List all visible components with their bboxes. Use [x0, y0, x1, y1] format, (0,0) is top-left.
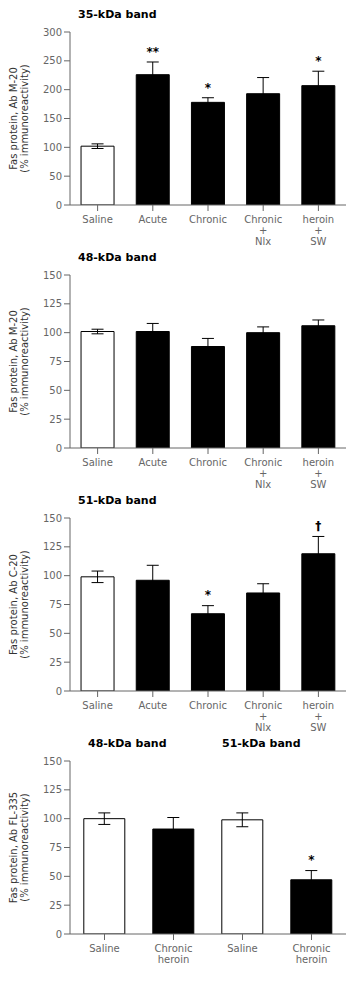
- svg-text:125: 125: [43, 298, 62, 309]
- svg-text:*: *: [205, 81, 212, 95]
- svg-text:Fas protein, Ab M-20(% immunor: Fas protein, Ab M-20(% immunoreactivity): [8, 64, 30, 173]
- svg-text:Saline: Saline: [82, 214, 113, 225]
- svg-text:Fas protein, Ab C-20(% immunor: Fas protein, Ab C-20(% immunoreactivity): [8, 550, 30, 659]
- svg-text:Saline: Saline: [227, 943, 258, 954]
- svg-text:Chronic+Nlx: Chronic+Nlx: [244, 457, 282, 490]
- svg-text:100: 100: [43, 327, 62, 338]
- svg-text:50: 50: [49, 628, 62, 639]
- svg-text:200: 200: [43, 84, 62, 95]
- svg-text:150: 150: [43, 113, 62, 124]
- svg-text:Chronicheroin: Chronicheroin: [155, 943, 193, 965]
- svg-text:heroin+SW: heroin+SW: [303, 700, 335, 733]
- html-text:51-kDa band: 51-kDa band: [222, 737, 301, 750]
- svg-text:100: 100: [43, 813, 62, 824]
- svg-text:25: 25: [49, 900, 62, 911]
- svg-text:*: *: [205, 588, 212, 602]
- svg-text:Chronic: Chronic: [189, 700, 227, 711]
- html-text:51-kDa band: 51-kDa band: [78, 494, 157, 507]
- svg-text:300: 300: [43, 27, 62, 38]
- svg-text:Acute: Acute: [139, 214, 168, 225]
- svg-text:0: 0: [56, 200, 62, 211]
- svg-text:0: 0: [56, 929, 62, 940]
- svg-text:75: 75: [49, 842, 62, 853]
- svg-text:Fas protein, Ab FL-335(% immun: Fas protein, Ab FL-335(% immunoreactivit…: [8, 792, 30, 903]
- svg-text:150: 150: [43, 270, 62, 281]
- svg-text:125: 125: [43, 541, 62, 552]
- svg-text:125: 125: [43, 784, 62, 795]
- svg-text:heroin+SW: heroin+SW: [303, 457, 335, 490]
- svg-text:25: 25: [49, 657, 62, 668]
- svg-text:75: 75: [49, 599, 62, 610]
- svg-text:Acute: Acute: [139, 457, 168, 468]
- svg-text:250: 250: [43, 55, 62, 66]
- svg-text:Chronicheroin: Chronicheroin: [293, 943, 331, 965]
- svg-text:*: *: [315, 54, 322, 68]
- svg-text:Saline: Saline: [89, 943, 120, 954]
- svg-text:100: 100: [43, 142, 62, 153]
- svg-text:50: 50: [49, 871, 62, 882]
- svg-text:Saline: Saline: [82, 457, 113, 468]
- svg-text:50: 50: [49, 171, 62, 182]
- svg-text:Chronic: Chronic: [189, 214, 227, 225]
- svg-text:75: 75: [49, 356, 62, 367]
- svg-text:Chronic: Chronic: [189, 457, 227, 468]
- svg-text:25: 25: [49, 414, 62, 425]
- svg-text:†: †: [315, 519, 321, 533]
- svg-text:100: 100: [43, 570, 62, 581]
- html-text:35-kDa band: 35-kDa band: [78, 8, 157, 21]
- svg-text:**: **: [146, 45, 159, 59]
- svg-text:150: 150: [43, 756, 62, 767]
- svg-text:50: 50: [49, 385, 62, 396]
- svg-text:150: 150: [43, 513, 62, 524]
- html-text:48-kDa band: 48-kDa band: [88, 737, 167, 750]
- svg-text:Chronic+Nlx: Chronic+Nlx: [244, 700, 282, 733]
- svg-text:Fas protein, Ab M-20(% immunor: Fas protein, Ab M-20(% immunoreactivity): [8, 307, 30, 416]
- svg-text:Saline: Saline: [82, 700, 113, 711]
- svg-text:0: 0: [56, 686, 62, 697]
- html-text:48-kDa band: 48-kDa band: [78, 251, 157, 264]
- svg-text:Chronic+Nlx: Chronic+Nlx: [244, 214, 282, 247]
- svg-text:Acute: Acute: [139, 700, 168, 711]
- svg-text:heroin+SW: heroin+SW: [303, 214, 335, 247]
- svg-text:0: 0: [56, 443, 62, 454]
- svg-text:*: *: [308, 853, 315, 867]
